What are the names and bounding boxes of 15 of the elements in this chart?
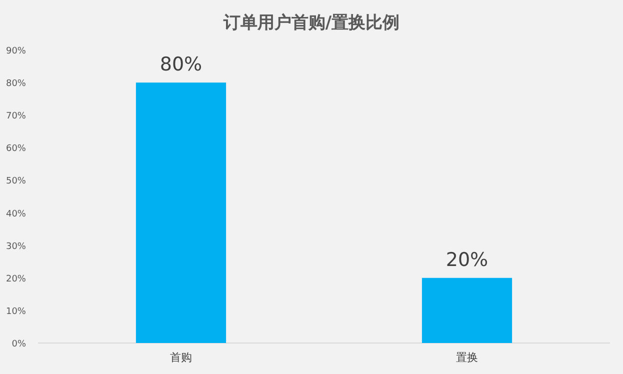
data-label: 80% xyxy=(160,54,202,76)
x-tick-label: 首购 xyxy=(170,351,192,364)
chart-title: 订单用户首购/置换比例 xyxy=(222,13,400,33)
y-tick-label: 40% xyxy=(6,209,26,220)
y-tick-label: 30% xyxy=(6,242,26,252)
y-tick-label: 10% xyxy=(6,306,26,317)
y-tick-label: 0% xyxy=(12,340,26,350)
y-tick-label: 60% xyxy=(6,144,26,154)
y-tick-label: 90% xyxy=(6,46,26,56)
y-tick-label: 50% xyxy=(6,176,26,187)
y-tick-label: 70% xyxy=(6,112,26,122)
data-label: 20% xyxy=(446,248,488,271)
y-tick-label: 80% xyxy=(6,79,26,90)
x-tick-label: 置换 xyxy=(456,351,478,364)
y-tick-label: 20% xyxy=(6,274,26,284)
